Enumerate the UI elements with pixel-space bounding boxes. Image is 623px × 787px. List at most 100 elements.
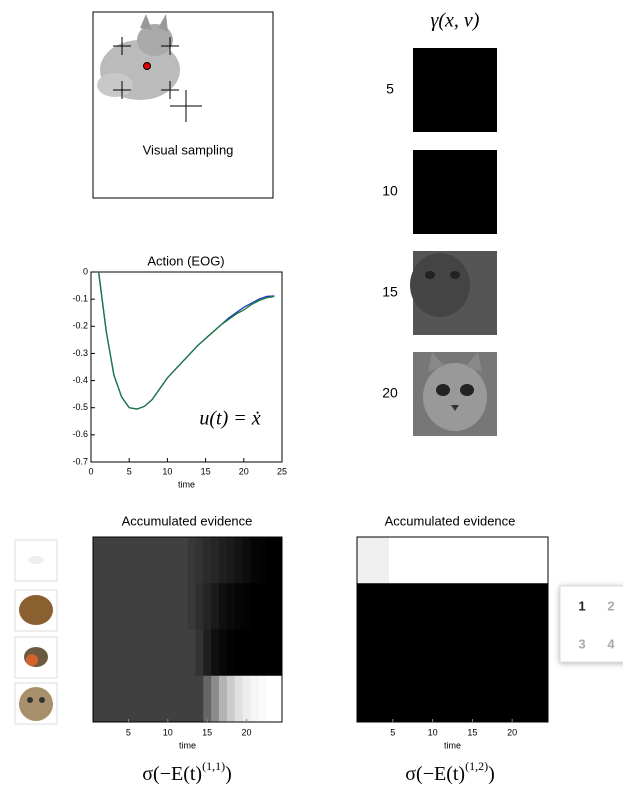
heat-cell [140, 675, 149, 723]
heat-cell [132, 537, 141, 584]
heat-cell [250, 537, 259, 584]
sampling-label: Visual sampling [143, 142, 234, 157]
heat-cell [274, 675, 283, 723]
caption: σ(−E(t)(1,2)) [405, 759, 495, 785]
page-number[interactable]: 2 [607, 598, 614, 613]
y-tick-label: -0.7 [72, 456, 88, 466]
heat-cell [492, 675, 501, 723]
heat-cell [148, 629, 157, 677]
heat-cell [396, 583, 406, 630]
x-tick-label: 10 [163, 727, 173, 737]
page-number[interactable]: 1 [578, 598, 585, 613]
x-tick-label: 25 [277, 466, 287, 476]
heat-cell [250, 675, 259, 723]
heat-cell [484, 675, 493, 723]
heat-cell [100, 675, 110, 723]
heat-cell [179, 675, 188, 723]
heat-cell [93, 675, 102, 723]
heat-cell [500, 537, 509, 584]
y-tick-label: -0.4 [72, 375, 88, 385]
heat-cell [364, 583, 374, 630]
heat-cell [226, 583, 236, 630]
heat-cell [404, 629, 414, 677]
heat-cell [163, 583, 173, 630]
heat-cell [364, 675, 374, 723]
heat-cell [266, 583, 275, 630]
heat-cell [452, 537, 461, 584]
heat-cell [444, 675, 453, 723]
heat-cell [428, 583, 438, 630]
heat-cell [420, 675, 430, 723]
heat-cell [492, 583, 501, 630]
heat-cell [444, 583, 453, 630]
heat-cell [484, 583, 493, 630]
heat-cell [396, 629, 406, 677]
x-tick-label: 15 [467, 727, 477, 737]
heat-cell [508, 675, 517, 723]
heat-cell [452, 629, 461, 677]
heat-cell [357, 537, 366, 584]
heat-cell [242, 675, 251, 723]
x-tick-label: 10 [162, 466, 172, 476]
heat-cell [508, 629, 517, 677]
line-series [97, 271, 275, 410]
x-tick-label: 10 [428, 727, 438, 737]
page-number[interactable]: 4 [607, 636, 615, 651]
heat-cell [532, 629, 541, 677]
heat-cell [412, 629, 422, 677]
heat-cell [274, 537, 283, 584]
heat-cell [428, 629, 438, 677]
heat-cell [436, 537, 446, 584]
heat-cell [388, 629, 398, 677]
heat-cell [203, 629, 212, 677]
chart-title: Accumulated evidence [385, 513, 516, 528]
heat-cell [532, 583, 541, 630]
heat-cell [420, 629, 430, 677]
heat-cell [140, 629, 149, 677]
heat-cell [100, 537, 110, 584]
y-tick-label: -0.6 [72, 429, 88, 439]
heat-cell [460, 583, 469, 630]
gamma-images [410, 48, 497, 436]
heat-cell [357, 583, 366, 630]
heat-cell [412, 583, 422, 630]
heat-cell [140, 583, 149, 630]
heat-cell [508, 537, 517, 584]
heat-cell [484, 537, 493, 584]
sample-crosses [113, 37, 202, 122]
heat-cell [242, 629, 251, 677]
heat-cell [500, 675, 509, 723]
heat-cell [412, 675, 422, 723]
heat-cell [372, 537, 382, 584]
heat-cell [364, 537, 374, 584]
heat-cell [476, 629, 485, 677]
heat-cell [116, 537, 125, 584]
heat-cell [460, 675, 469, 723]
heat-cell [540, 583, 549, 630]
heat-cell [108, 537, 118, 584]
heat-cell [171, 583, 181, 630]
y-tick-label: -0.1 [72, 294, 88, 304]
heat-cell [380, 675, 390, 723]
heat-cell [428, 675, 438, 723]
x-tick-label: 20 [242, 727, 252, 737]
heat-cell [274, 583, 283, 630]
heat-cell [258, 583, 267, 630]
heat-cell [388, 537, 398, 584]
heat-cell [372, 583, 382, 630]
heat-cell [163, 629, 173, 677]
heat-cell [203, 583, 212, 630]
gamma-row-label: 5 [386, 81, 394, 97]
heat-cell [468, 537, 477, 584]
heat-cell [219, 629, 228, 677]
page-number[interactable]: 3 [578, 636, 585, 651]
heat-cell [116, 629, 125, 677]
y-tick-label: -0.3 [72, 348, 88, 358]
heat-cell [532, 537, 541, 584]
heat-cell [219, 537, 228, 584]
heat-cell [516, 675, 525, 723]
heat-cell [242, 537, 251, 584]
heat-cell [524, 675, 533, 723]
sampling-frame [92, 11, 274, 199]
y-tick-label: 0 [83, 266, 88, 276]
